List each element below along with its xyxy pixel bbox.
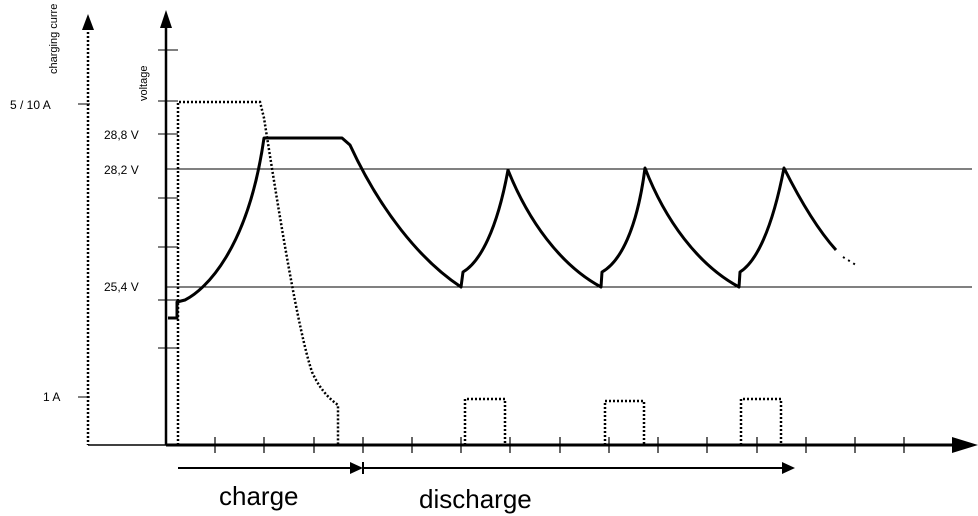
voltage-tick-label-28-2: 28,2 V <box>104 163 139 177</box>
current-axis-title: charging curre <box>48 4 60 74</box>
time-axis <box>166 437 978 453</box>
discharge-phase-arrow <box>362 462 795 474</box>
voltage-axis <box>158 10 178 445</box>
voltage-curve-fade <box>842 256 857 266</box>
current-pulse-2 <box>603 399 646 445</box>
voltage-tick-label-25-4: 25,4 V <box>104 280 139 294</box>
current-pulse-3 <box>739 397 783 445</box>
charge-phase-arrow <box>178 462 363 474</box>
current-axis <box>78 14 94 445</box>
charge-label: charge <box>219 481 299 511</box>
current-pulse-1 <box>463 397 507 445</box>
current-curve <box>176 100 783 445</box>
voltage-tick-label-28-8: 28,8 V <box>104 128 139 142</box>
current-tick-label-high: 5 / 10 A <box>10 98 51 112</box>
voltage-axis-title: voltage <box>138 66 150 101</box>
discharge-label: discharge <box>419 484 532 514</box>
voltage-curve <box>168 136 857 320</box>
current-tick-label-low: 1 A <box>43 390 60 404</box>
